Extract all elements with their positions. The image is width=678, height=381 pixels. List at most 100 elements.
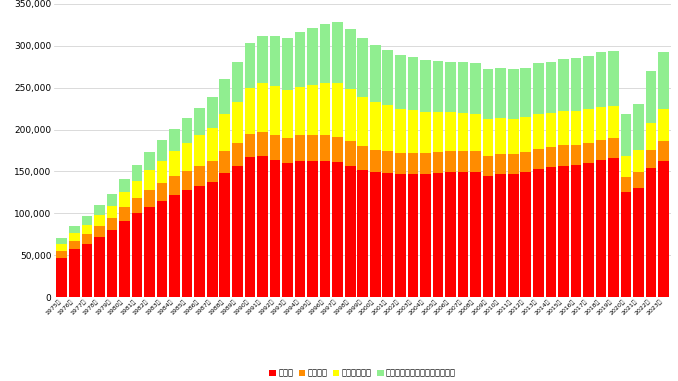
Bar [445,112,456,151]
Bar [295,160,305,297]
Bar [295,135,305,160]
Bar [94,216,104,226]
Bar [332,22,343,83]
Bar [232,143,243,166]
Bar [94,237,104,297]
Bar [69,242,79,250]
Bar [508,174,519,297]
Bar [496,174,506,297]
Bar [182,190,193,297]
Bar [407,58,418,110]
Bar [81,225,92,234]
Bar [157,201,167,297]
Bar [81,216,92,225]
Bar [571,145,581,165]
Bar [232,166,243,297]
Bar [621,192,631,297]
Bar [94,226,104,237]
Bar [56,251,67,258]
Bar [282,90,293,138]
Bar [608,51,619,106]
Bar [320,160,330,297]
Bar [220,173,230,297]
Bar [245,157,255,297]
Bar [320,24,330,83]
Bar [508,154,519,174]
Bar [658,162,669,297]
Bar [132,165,142,181]
Bar [220,151,230,173]
Bar [558,59,569,111]
Bar [232,102,243,143]
Bar [69,250,79,297]
Bar [571,111,581,145]
Bar [94,205,104,216]
Bar [596,53,606,107]
Bar [420,153,431,174]
Bar [483,176,494,297]
Bar [533,169,544,297]
Bar [546,113,556,147]
Bar [257,36,268,83]
Bar [521,172,531,297]
Bar [420,112,431,153]
Bar [270,36,280,86]
Bar [433,61,443,112]
Bar [646,150,656,168]
Bar [558,111,569,146]
Bar [332,137,343,162]
Bar [458,113,468,151]
Bar [207,97,218,128]
Bar [119,192,129,208]
Bar [207,128,218,160]
Bar [182,143,193,171]
Bar [658,109,669,141]
Bar [521,152,531,172]
Bar [320,135,330,160]
Bar [445,62,456,112]
Bar [496,118,506,154]
Bar [370,102,380,150]
Bar [357,38,368,97]
Bar [633,104,644,150]
Bar [445,151,456,172]
Bar [132,181,142,198]
Bar [307,85,318,135]
Bar [382,50,393,105]
Bar [471,114,481,151]
Bar [633,150,644,172]
Bar [220,114,230,151]
Bar [345,141,355,166]
Bar [521,67,531,117]
Bar [282,163,293,297]
Bar [583,109,594,143]
Bar [458,172,468,297]
Bar [307,160,318,297]
Bar [382,105,393,151]
Bar [106,194,117,206]
Bar [571,165,581,297]
Bar [533,63,544,114]
Bar [558,146,569,166]
Bar [533,149,544,169]
Bar [170,176,180,195]
Bar [295,32,305,87]
Bar [533,114,544,149]
Bar [433,152,443,173]
Bar [245,134,255,157]
Bar [608,158,619,297]
Bar [382,173,393,297]
Bar [182,118,193,143]
Bar [583,56,594,109]
Bar [546,167,556,297]
Bar [608,138,619,158]
Bar [119,221,129,297]
Bar [170,195,180,297]
Bar [106,206,117,218]
Bar [56,258,67,297]
Bar [245,88,255,134]
Bar [621,177,631,192]
Bar [119,208,129,221]
Bar [407,153,418,174]
Bar [395,109,405,153]
